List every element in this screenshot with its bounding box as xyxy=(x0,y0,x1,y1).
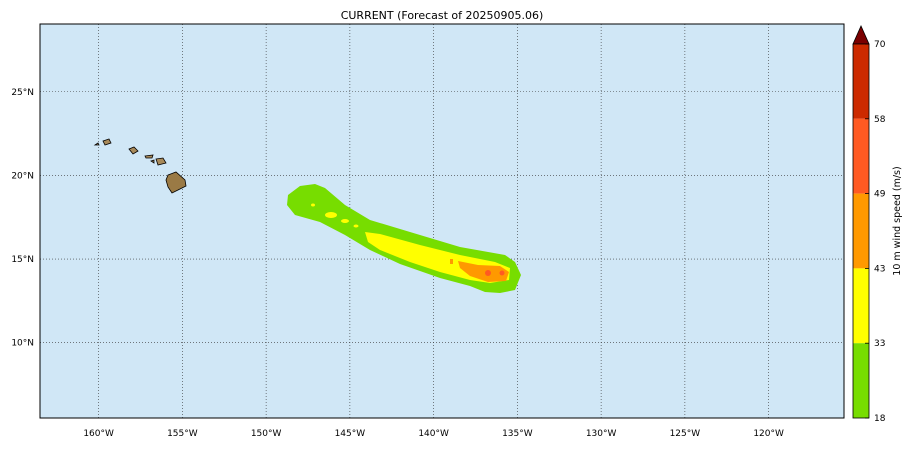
colorbar-tick-label: 58 xyxy=(874,115,886,125)
island-lanai xyxy=(150,159,155,164)
swath-43-49 xyxy=(458,261,509,282)
colorbar-tick-label: 70 xyxy=(874,40,886,50)
swath-49-58 xyxy=(485,270,491,276)
swath-43-49 xyxy=(450,259,453,264)
colorbar-tick-label: 18 xyxy=(874,414,886,424)
axis-ticks: 160°W 155°W 150°W 145°W 140°W 135°W 130°W 125°W… xyxy=(11,88,784,439)
colorbar: 70 58 49 43 33 18 xyxy=(852,25,886,424)
lon-tick-label: 125°W xyxy=(670,429,701,439)
colorbar-label: 10 m wind speed (m/s) xyxy=(892,166,903,275)
island-kauai xyxy=(102,138,112,146)
hawaiian-islands xyxy=(93,138,187,194)
island-molokai xyxy=(144,154,154,159)
colorbar-tick-label: 43 xyxy=(874,264,885,274)
swath-49-58 xyxy=(499,270,505,276)
colorbar-frame xyxy=(852,43,870,419)
island-maui xyxy=(155,157,167,166)
island-niihau xyxy=(93,142,100,146)
lon-tick-label: 135°W xyxy=(502,429,533,439)
lon-tick-label: 160°W xyxy=(83,429,114,439)
swath-33-43-patch xyxy=(353,224,359,228)
wind-swath xyxy=(287,184,521,293)
lat-tick-label: 15°N xyxy=(11,255,34,265)
colorbar-tick-label: 49 xyxy=(874,190,886,200)
map-title: CURRENT (Forecast of 20250905.06) xyxy=(341,9,544,22)
lon-tick-label: 155°W xyxy=(167,429,198,439)
colorbar-extend-arrow xyxy=(852,25,870,45)
swath-33-43-patch xyxy=(325,212,337,218)
swath-33-43-patch xyxy=(341,219,349,223)
island-hawaii xyxy=(165,171,187,194)
colorbar-bin xyxy=(853,118,869,194)
colorbar-bin xyxy=(853,268,869,344)
lat-tick-label: 10°N xyxy=(11,339,34,349)
swath-33-43-patch xyxy=(311,203,315,207)
island-oahu xyxy=(128,146,139,155)
lat-tick-label: 25°N xyxy=(11,88,34,98)
lon-tick-label: 145°W xyxy=(335,429,366,439)
ocean-area xyxy=(40,24,844,418)
colorbar-bin xyxy=(853,44,869,119)
lon-tick-label: 150°W xyxy=(251,429,282,439)
lon-tick-label: 130°W xyxy=(586,429,617,439)
colorbar-bin xyxy=(853,343,869,418)
lon-tick-label: 140°W xyxy=(418,429,449,439)
lat-tick-label: 20°N xyxy=(11,171,34,181)
map-frame xyxy=(39,23,845,419)
lon-tick-label: 120°W xyxy=(753,429,784,439)
colorbar-tick-label: 33 xyxy=(874,339,885,349)
colorbar-bin xyxy=(853,193,869,269)
